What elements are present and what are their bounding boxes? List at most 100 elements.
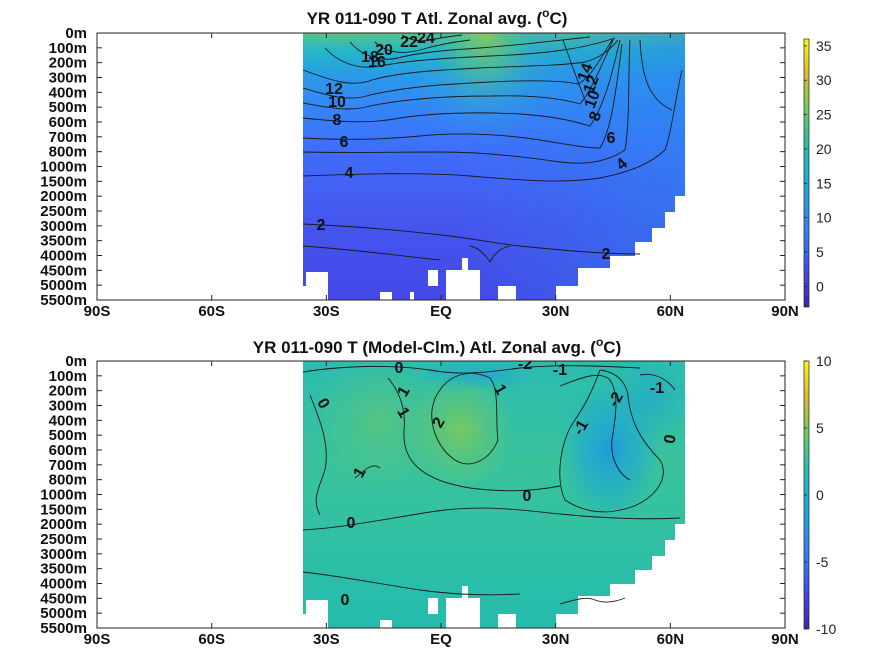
top-field: 24 22 20 18 16 12 10 8 6 4 2 14 12 10 8 … [302,30,685,300]
top-panel: YR 011-090 T Atl. Zonal avg. (oC) [40,6,832,320]
bottom-colorbar-ticks: 10 5 0 -5 -10 [804,353,836,637]
colorbar-tick-label: 5 [816,244,824,260]
top-contours [302,34,683,263]
y-tick-label: 3000m [40,218,87,235]
x-tick-label: 90S [84,303,111,320]
y-tick-label: 1500m [40,173,87,190]
contour-label: 0 [341,592,350,609]
contour-label: 14 [575,61,597,84]
colorbar-tick-label: 30 [816,72,832,88]
top-y-axis: 0m100m200m300m400m500m600m700m800m1000m1… [40,25,785,309]
contour-label: 4 [345,165,354,182]
y-tick-label: 4000m [40,248,87,265]
bottom-y-axis: 0m100m200m300m400m500m600m700m800m1000m1… [40,353,785,637]
y-tick-label: 800m [49,472,87,489]
y-tick-label: 2500m [40,531,87,548]
y-tick-label: 2000m [40,516,87,533]
top-colorbar-ticks: 35 30 25 20 15 10 5 0 [804,38,832,294]
y-tick-label: 800m [49,144,87,161]
y-tick-label: 0m [65,25,87,42]
colorbar-tick-label: 5 [816,420,824,436]
y-tick-label: 3500m [40,561,87,578]
y-tick-label: 300m [49,70,87,87]
contour-label: 16 [368,54,386,71]
contour-label: 10 [328,94,346,111]
contour-label: -2 [518,356,532,373]
y-tick-label: 600m [49,114,87,131]
colorbar-tick-label: 10 [816,210,832,226]
y-tick-label: 200m [49,383,87,400]
contour-label: -1 [650,380,664,397]
contour-label: 6 [340,134,349,151]
contour-label: 0 [395,360,404,377]
y-tick-label: 200m [49,55,87,72]
bottom-title: YR 011-090 T (Model-Clm.) Atl. Zonal avg… [253,335,622,357]
contour-label: 8 [333,112,342,129]
y-tick-label: 5500m [40,620,87,637]
bottom-x-axis: 90S 60S 30S EQ 30N 60N 90N [84,361,799,648]
contour-label: 22 [400,34,418,51]
y-tick-label: 100m [49,368,87,385]
x-tick-label: EQ [430,303,452,320]
y-tick-label: 4500m [40,590,87,607]
contour-label: 12 [325,81,343,98]
x-tick-label: 90S [84,631,111,648]
bottom-panel: YR 011-090 T (Model-Clm.) Atl. Zonal avg… [40,335,836,648]
x-tick-label: 90N [771,303,799,320]
colorbar-tick-label: 25 [816,107,832,123]
y-tick-label: 600m [49,442,87,459]
colorbar-tick-label: 10 [816,353,832,369]
y-tick-label: 5500m [40,292,87,309]
y-tick-label: 0m [65,353,87,370]
y-tick-label: 5000m [40,605,87,622]
y-tick-label: 400m [49,412,87,429]
contour-label: 2 [602,246,611,263]
y-tick-label: 300m [49,398,87,415]
y-tick-label: 700m [49,129,87,146]
top-title: YR 011-090 T Atl. Zonal avg. (oC) [307,6,568,28]
colorbar-tick-label: 15 [816,175,832,191]
x-tick-label: 30N [542,631,570,648]
y-tick-label: 500m [49,99,87,116]
colorbar-tick-label: -10 [816,621,836,637]
contour-label: 18 [361,49,379,66]
contour-label: 24 [417,30,435,47]
y-tick-label: 700m [49,457,87,474]
x-tick-label: 60N [657,631,685,648]
bottom-contours [302,365,681,605]
contour-label: -1 [553,362,567,379]
colorbar-tick-label: 0 [816,487,824,503]
x-tick-label: 30N [542,303,570,320]
y-tick-label: 2500m [40,203,87,220]
y-tick-label: 2000m [40,188,87,205]
y-tick-label: 3500m [40,233,87,250]
y-tick-label: 4500m [40,262,87,279]
top-colorbar [803,38,810,308]
contour-label: 12 [581,73,603,96]
y-tick-label: 4000m [40,576,87,593]
x-tick-label: 60S [198,631,225,648]
x-tick-label: 90N [771,631,799,648]
contour-label: 20 [375,42,393,59]
bottom-field: 0 1 0 1 2 1 -2 -1 -2 -1 -1 0 0 0 0 1 [302,356,690,628]
colorbar-tick-label: 35 [816,38,832,54]
y-tick-label: 3000m [40,546,87,563]
contour-label: 0 [661,433,679,445]
x-tick-label: 30S [313,303,340,320]
x-tick-label: 60S [198,303,225,320]
x-tick-label: 60N [657,303,685,320]
top-contour-labels: 24 22 20 18 16 12 10 8 6 4 2 14 12 10 8 … [317,30,632,263]
y-tick-label: 1000m [40,487,87,504]
colorbar-tick-label: 0 [816,278,824,294]
top-x-axis: 90S 60S 30S EQ 30N 60N 90N [84,33,799,320]
y-tick-label: 1500m [40,501,87,518]
contour-label: 6 [607,130,616,147]
y-tick-label: 5000m [40,277,87,294]
y-tick-label: 100m [49,40,87,57]
contour-label: 2 [317,217,326,234]
x-tick-label: EQ [430,631,452,648]
y-tick-label: 1000m [40,159,87,176]
y-tick-label: 500m [49,427,87,444]
contour-label: 10 [582,88,604,111]
